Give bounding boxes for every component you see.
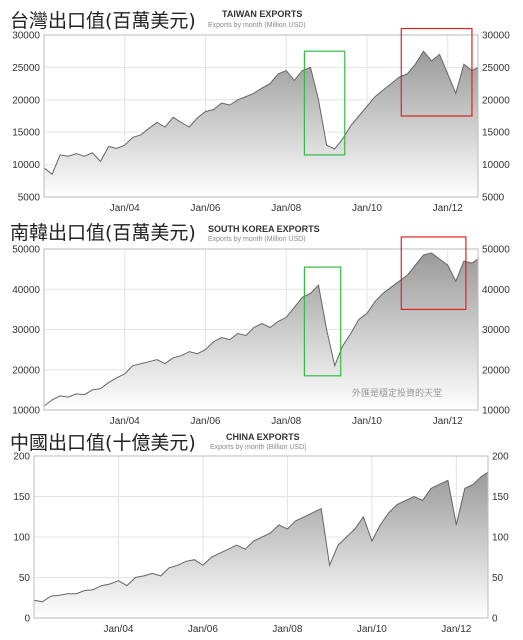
china-chart: 0 0 50 50 100 100 150 150 200 200 Jan/04 Jan/06 Jan/…: [13, 452, 509, 636]
x-tick-label: Jan/08: [271, 416, 301, 427]
y-tick-label: 20000: [12, 365, 40, 376]
y-tick-label: 50: [19, 573, 31, 584]
x-tick-label: Jan/04: [110, 203, 140, 214]
highlight-box-red: [400, 27, 473, 117]
x-tick-label: Jan/04: [103, 624, 133, 635]
taiwan-chart: 5000 5000 10000 10000 15000 15000 20000 20000 25…: [12, 27, 510, 214]
y-tick-label: 30000: [12, 31, 40, 42]
x-tick-label: Jan/06: [188, 624, 218, 635]
korea-heading: 南韓出口值(百萬美元): [10, 222, 196, 244]
series-area: [44, 253, 478, 410]
korea-panel: 南韓出口值(百萬美元) SOUTH KOREA EXPORTS Exports …: [0, 212, 523, 427]
plot-frame: [43, 34, 479, 198]
x-tick-label: Jan/12: [441, 624, 471, 635]
watermark-text: 外匯是穩定投資的天堂: [352, 387, 442, 399]
china-chart-title: CHINA EXPORTS: [226, 432, 300, 442]
y-tick-label: 150: [13, 492, 30, 503]
y-tick-label: 50000: [12, 245, 40, 256]
y-tick-label: 0: [24, 614, 30, 625]
y-tick-label-right: 200: [492, 452, 509, 463]
y-tick-label-right: 40000: [482, 285, 510, 296]
highlight-box-green: [303, 50, 346, 156]
highlight-box-red: [400, 236, 467, 310]
y-tick-label-right: 10000: [482, 406, 510, 417]
x-tick-label: Jan/06: [190, 416, 220, 427]
series-area: [44, 51, 478, 198]
y-tick-label-right: 50: [492, 573, 504, 584]
y-tick-label: 100: [13, 533, 30, 544]
y-tick-label: 20000: [12, 95, 40, 106]
x-tick-label: Jan/10: [357, 624, 387, 635]
y-tick-label: 15000: [12, 128, 40, 139]
x-tick-label: Jan/12: [433, 203, 463, 214]
x-tick-label: Jan/04: [110, 416, 140, 427]
y-tick-label-right: 0: [492, 614, 498, 625]
y-tick-label-right: 150: [492, 492, 509, 503]
y-tick-label-right: 100: [492, 533, 509, 544]
china-heading: 中國出口值(十億美元): [10, 432, 196, 454]
x-tick-label: Jan/12: [433, 416, 463, 427]
y-tick-label: 30000: [12, 325, 40, 336]
y-tick-label-right: 50000: [482, 245, 510, 256]
taiwan-panel: 台灣出口值(百萬美元) TAIWAN EXPORTS Exports by mo…: [0, 0, 523, 214]
x-tick-label: Jan/08: [271, 203, 301, 214]
korea-chart-subtitle: Exports by month (Million USD): [208, 236, 306, 243]
y-tick-label-right: 30000: [482, 325, 510, 336]
china-panel: 中國出口值(十億美元) CHINA EXPORTS Exports by mon…: [0, 424, 523, 640]
y-tick-label-right: 15000: [482, 128, 510, 139]
y-tick-label: 5000: [18, 193, 41, 204]
y-tick-label-right: 30000: [482, 31, 510, 42]
y-tick-label-right: 20000: [482, 95, 510, 106]
series-line: [43, 50, 479, 176]
y-tick-label-right: 25000: [482, 63, 510, 74]
series-line: [43, 252, 479, 407]
taiwan-heading: 台灣出口值(百萬美元): [10, 10, 196, 32]
plot-frame: [43, 248, 479, 411]
plot-frame: [33, 455, 489, 619]
x-tick-label: Jan/10: [352, 203, 382, 214]
y-tick-label: 40000: [12, 285, 40, 296]
y-tick-label-right: 20000: [482, 365, 510, 376]
china-chart-subtitle: Exports by month (Billion USD): [210, 444, 307, 451]
y-tick-label-right: 10000: [482, 160, 510, 171]
korea-chart: 10000 10000 20000 20000 30000 30000 40000 40000…: [12, 236, 510, 427]
x-tick-label: Jan/08: [272, 624, 302, 635]
taiwan-chart-title: TAIWAN EXPORTS: [222, 9, 303, 19]
y-tick-label: 10000: [12, 406, 40, 417]
y-tick-label: 200: [13, 452, 30, 463]
x-tick-label: Jan/10: [352, 416, 382, 427]
series-line: [33, 471, 489, 603]
series-area: [34, 472, 488, 618]
y-tick-label: 25000: [12, 63, 40, 74]
highlight-box-green: [303, 266, 342, 377]
x-tick-label: Jan/06: [190, 203, 220, 214]
korea-chart-title: SOUTH KOREA EXPORTS: [208, 224, 320, 234]
y-tick-label: 10000: [12, 160, 40, 171]
y-tick-label-right: 5000: [482, 193, 505, 204]
taiwan-chart-subtitle: Exports by month (Million USD): [208, 22, 306, 29]
